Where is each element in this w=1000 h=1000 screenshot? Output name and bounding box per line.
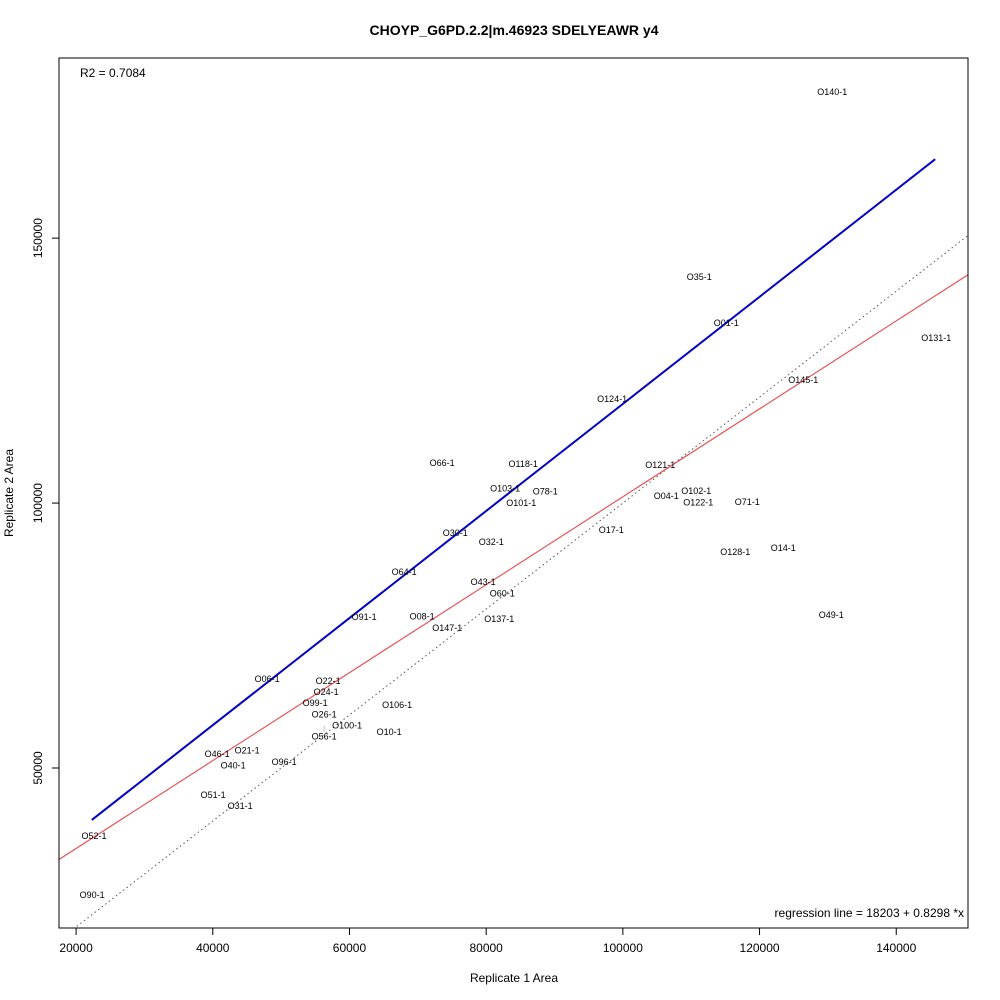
point-label: O31-1 [228, 801, 253, 811]
point-label: O71-1 [735, 497, 760, 507]
point-label: O121-1 [645, 460, 675, 470]
point-label: O08-1 [410, 611, 435, 621]
point-label: O90-1 [80, 890, 105, 900]
y-tick-label: 50000 [31, 751, 45, 785]
x-tick-label: 20000 [59, 941, 93, 955]
point-label: O147-1 [432, 623, 462, 633]
x-tick-label: 120000 [740, 941, 780, 955]
point-label: O30-1 [443, 528, 468, 538]
regression-label: regression line = 18203 + 0.8298 *x [775, 906, 964, 920]
x-tick-label: 80000 [469, 941, 503, 955]
point-label: O99-1 [303, 698, 328, 708]
regression-line [59, 274, 968, 861]
point-label: O128-1 [720, 547, 750, 557]
point-label: O145-1 [788, 375, 818, 385]
point-label: O103-1 [490, 483, 520, 493]
point-label: O131-1 [921, 333, 951, 343]
point-label: O102-1 [681, 486, 711, 496]
point-label: O124-1 [597, 394, 627, 404]
point-label: O66-1 [430, 458, 455, 468]
point-label: O43-1 [471, 577, 496, 587]
point-label: O22-1 [316, 676, 341, 686]
point-label: O01-1 [714, 318, 739, 328]
point-label: O106-1 [382, 700, 412, 710]
point-label: O96-1 [272, 757, 297, 767]
point-label: O26-1 [312, 710, 337, 720]
point-label: O118-1 [509, 459, 538, 469]
point-label: O122-1 [683, 497, 713, 507]
point-label: O100-1 [332, 721, 362, 731]
chart-title: CHOYP_G6PD.2.2|m.46923 SDELYEAWR y4 [370, 22, 659, 38]
point-label: O21-1 [235, 746, 260, 756]
y-tick-label: 100000 [31, 483, 45, 523]
blue-fit-line [91, 158, 936, 821]
point-label: O14-1 [771, 543, 796, 553]
point-label: O24-1 [314, 687, 339, 697]
point-label: O140-1 [817, 87, 847, 97]
x-tick-label: 60000 [333, 941, 367, 955]
point-label: O101-1 [506, 498, 536, 508]
point-label: O17-1 [599, 525, 624, 535]
point-label: O04-1 [654, 491, 679, 501]
y-axis-label: Replicate 2 Area [2, 449, 16, 537]
point-label: O60-1 [490, 588, 515, 598]
x-axis-label: Replicate 1 Area [470, 971, 558, 985]
point-label: O35-1 [687, 272, 712, 282]
x-tick-label: 40000 [196, 941, 230, 955]
point-label: O10-1 [377, 727, 402, 737]
x-tick-label: 140000 [876, 941, 916, 955]
point-label: O06-1 [255, 674, 280, 684]
point-label: O91-1 [352, 612, 377, 622]
x-tick-label: 100000 [603, 941, 643, 955]
point-label: O137-1 [484, 614, 514, 624]
point-label: O64-1 [392, 567, 417, 577]
point-label: O51-1 [201, 790, 226, 800]
point-label: O52-1 [82, 831, 107, 841]
point-label: O56-1 [312, 732, 337, 742]
y-tick-label: 150000 [31, 218, 45, 258]
point-label: O40-1 [221, 760, 246, 770]
plot-frame [58, 57, 969, 929]
point-label: O49-1 [819, 610, 844, 620]
point-label: O32-1 [479, 537, 504, 547]
point-label: O78-1 [533, 487, 558, 497]
point-label: O46-1 [205, 749, 230, 759]
r2-label: R2 = 0.7084 [80, 66, 146, 80]
